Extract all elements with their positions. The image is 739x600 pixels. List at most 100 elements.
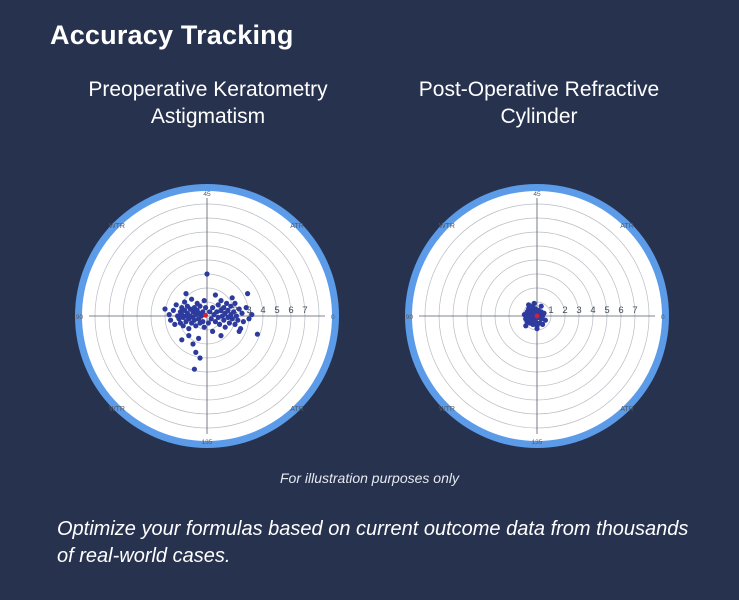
data-point <box>172 321 178 327</box>
data-point <box>218 298 224 304</box>
data-point <box>193 323 199 329</box>
data-point <box>176 316 182 322</box>
data-point <box>245 291 251 297</box>
data-point <box>191 366 197 372</box>
data-point <box>212 292 218 298</box>
quadrant-label-top-right: ATR <box>620 223 633 230</box>
refractive-cylinder-chart-title: Post-Operative Refractive Cylinder <box>418 78 660 128</box>
data-point <box>236 328 242 334</box>
data-point <box>239 310 245 316</box>
quadrant-label-bottom-right: ATR <box>620 406 633 413</box>
data-point <box>210 305 216 311</box>
data-point <box>186 326 192 332</box>
axis-label-top: 45 <box>533 191 541 198</box>
ring-label: 7 <box>632 305 637 316</box>
quadrant-label-top-left: WTR <box>439 223 455 230</box>
data-point <box>179 337 185 343</box>
data-point <box>229 295 235 301</box>
page-title: Accuracy Tracking <box>50 20 294 50</box>
keratometry-chart-title: Preoperative Keratometry Astigmatism <box>88 78 328 128</box>
data-point <box>240 319 246 325</box>
axis-label-bottom: 135 <box>532 439 543 446</box>
ring-label: 5 <box>604 305 609 316</box>
data-point <box>166 312 172 318</box>
data-point <box>212 319 218 325</box>
data-point <box>533 319 539 325</box>
data-point <box>189 296 195 302</box>
axis-label-bottom: 135 <box>202 439 213 446</box>
data-point <box>190 341 196 347</box>
data-point <box>233 313 239 319</box>
axis-label-left: 90 <box>76 314 84 321</box>
data-point <box>225 307 231 313</box>
ring-label: 3 <box>246 305 251 316</box>
data-point <box>198 313 204 319</box>
data-point <box>523 323 529 329</box>
data-point <box>215 302 221 308</box>
data-point <box>208 316 214 322</box>
data-point <box>229 316 235 322</box>
data-point <box>222 324 228 330</box>
quadrant-label-bottom-left: WTR <box>439 406 455 413</box>
data-point <box>162 306 168 312</box>
disclaimer-text: For illustration purposes only <box>280 470 459 486</box>
data-point <box>204 271 210 277</box>
data-point <box>200 309 206 315</box>
data-point <box>534 326 540 332</box>
axis-label-right: 0 <box>661 314 665 321</box>
data-point <box>218 333 224 339</box>
data-point <box>526 302 532 308</box>
data-point <box>232 321 238 327</box>
ring-label: 4 <box>260 305 265 316</box>
ring-label: 1 <box>548 305 553 316</box>
quadrant-label-bottom-right: ATR <box>290 406 303 413</box>
quadrant-label-top-left: WTR <box>109 223 125 230</box>
data-point <box>231 309 237 315</box>
quadrant-label-top-right: ATR <box>290 223 303 230</box>
ring-label: 3 <box>576 305 581 316</box>
data-point <box>197 355 203 361</box>
data-point <box>226 320 232 326</box>
data-point <box>228 303 234 309</box>
data-point <box>186 333 192 339</box>
data-point <box>182 299 188 305</box>
data-point <box>207 309 213 315</box>
data-point <box>221 305 227 311</box>
data-point <box>170 307 176 313</box>
data-point <box>243 305 249 311</box>
data-point <box>203 305 209 311</box>
ring-label: 6 <box>288 305 293 316</box>
data-point <box>197 303 203 309</box>
data-point <box>232 300 238 306</box>
axis-label-top: 45 <box>203 191 211 198</box>
data-point <box>254 331 260 337</box>
data-point <box>173 302 179 308</box>
axis-label-right: 0 <box>331 314 335 321</box>
data-point <box>215 314 221 320</box>
ring-label: 5 <box>274 305 279 316</box>
axis-label-left: 90 <box>406 314 414 321</box>
centroid-point <box>534 313 540 319</box>
data-point <box>196 335 202 341</box>
data-point <box>193 349 199 355</box>
data-point <box>205 320 211 326</box>
data-point <box>168 317 174 323</box>
data-point <box>221 317 227 323</box>
data-point <box>200 319 206 325</box>
data-point <box>183 291 189 297</box>
data-point <box>246 316 252 322</box>
data-point <box>210 328 216 334</box>
ring-label: 6 <box>618 305 623 316</box>
data-point <box>540 321 546 327</box>
data-point <box>538 303 544 309</box>
data-point <box>201 298 207 304</box>
data-point <box>214 309 220 315</box>
ring-label: 7 <box>302 305 307 316</box>
data-point <box>531 300 537 306</box>
quadrant-label-bottom-left: WTR <box>109 406 125 413</box>
data-point <box>236 306 242 312</box>
data-point <box>224 300 230 306</box>
data-point <box>528 313 534 319</box>
